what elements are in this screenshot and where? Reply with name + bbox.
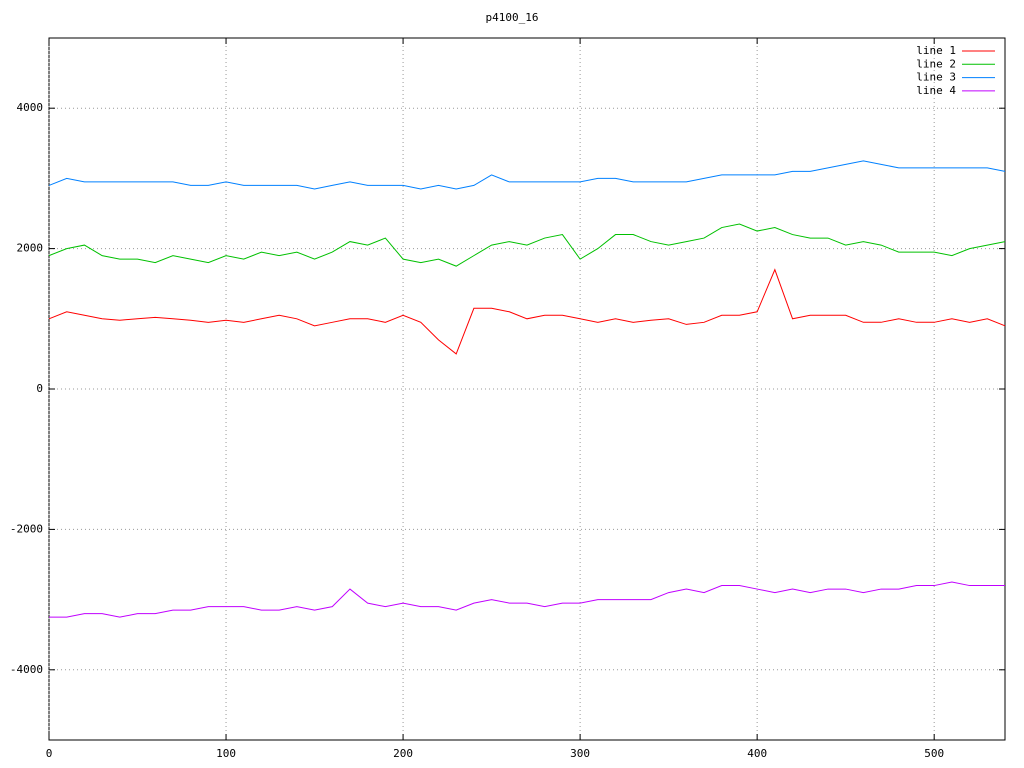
y-tick-label: -4000 xyxy=(10,663,43,676)
x-tick-label: 400 xyxy=(747,747,767,760)
x-tick-label: 500 xyxy=(924,747,944,760)
x-tick-label: 100 xyxy=(216,747,236,760)
legend-label: line 2 xyxy=(916,57,956,70)
y-tick-label: 2000 xyxy=(17,242,44,255)
series-line xyxy=(49,581,1005,618)
legend-label: line 3 xyxy=(916,71,956,84)
y-tick-label: 4000 xyxy=(17,101,44,114)
series-line xyxy=(48,268,1006,355)
series-line xyxy=(48,223,1006,267)
series-line xyxy=(48,160,1006,190)
y-tick-label: 0 xyxy=(36,382,43,395)
y-tick-label: -2000 xyxy=(10,522,43,535)
x-tick-label: 300 xyxy=(570,747,590,760)
chart-title: p4100_16 xyxy=(486,11,539,24)
x-tick-label: 200 xyxy=(393,747,413,760)
legend-label: line 1 xyxy=(916,44,956,57)
x-tick-label: 0 xyxy=(46,747,53,760)
legend-label: line 4 xyxy=(916,84,956,97)
